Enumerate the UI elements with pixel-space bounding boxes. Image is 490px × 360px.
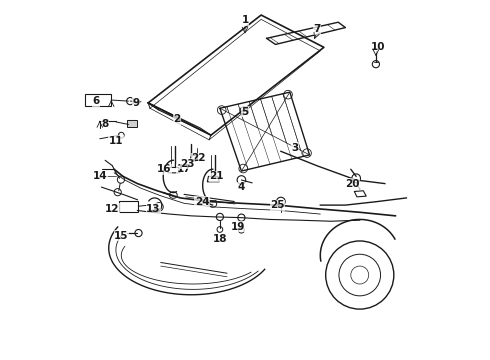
Text: 11: 11 xyxy=(109,136,123,145)
Text: 23: 23 xyxy=(180,159,195,169)
Text: 25: 25 xyxy=(270,200,285,210)
Text: 17: 17 xyxy=(177,164,192,174)
Text: 19: 19 xyxy=(231,222,245,231)
Text: 12: 12 xyxy=(105,204,120,214)
Text: 16: 16 xyxy=(157,164,171,174)
Bar xyxy=(126,120,137,127)
Text: 1: 1 xyxy=(242,15,248,26)
Text: 21: 21 xyxy=(209,171,223,181)
Text: 4: 4 xyxy=(238,182,245,192)
Text: 8: 8 xyxy=(101,120,109,129)
Text: 10: 10 xyxy=(370,42,385,52)
Text: 2: 2 xyxy=(173,114,180,124)
Text: 6: 6 xyxy=(93,96,100,106)
Text: 18: 18 xyxy=(213,234,227,244)
Bar xyxy=(85,94,111,106)
Text: 24: 24 xyxy=(195,197,209,207)
Text: 20: 20 xyxy=(345,179,360,189)
Text: 3: 3 xyxy=(292,143,299,153)
Text: 13: 13 xyxy=(147,204,161,214)
Text: 15: 15 xyxy=(114,231,128,240)
Text: 22: 22 xyxy=(191,153,206,163)
Text: 14: 14 xyxy=(93,171,107,181)
Bar xyxy=(119,201,139,212)
Text: 5: 5 xyxy=(242,107,248,117)
Text: 9: 9 xyxy=(132,98,139,108)
Text: 7: 7 xyxy=(313,24,320,35)
